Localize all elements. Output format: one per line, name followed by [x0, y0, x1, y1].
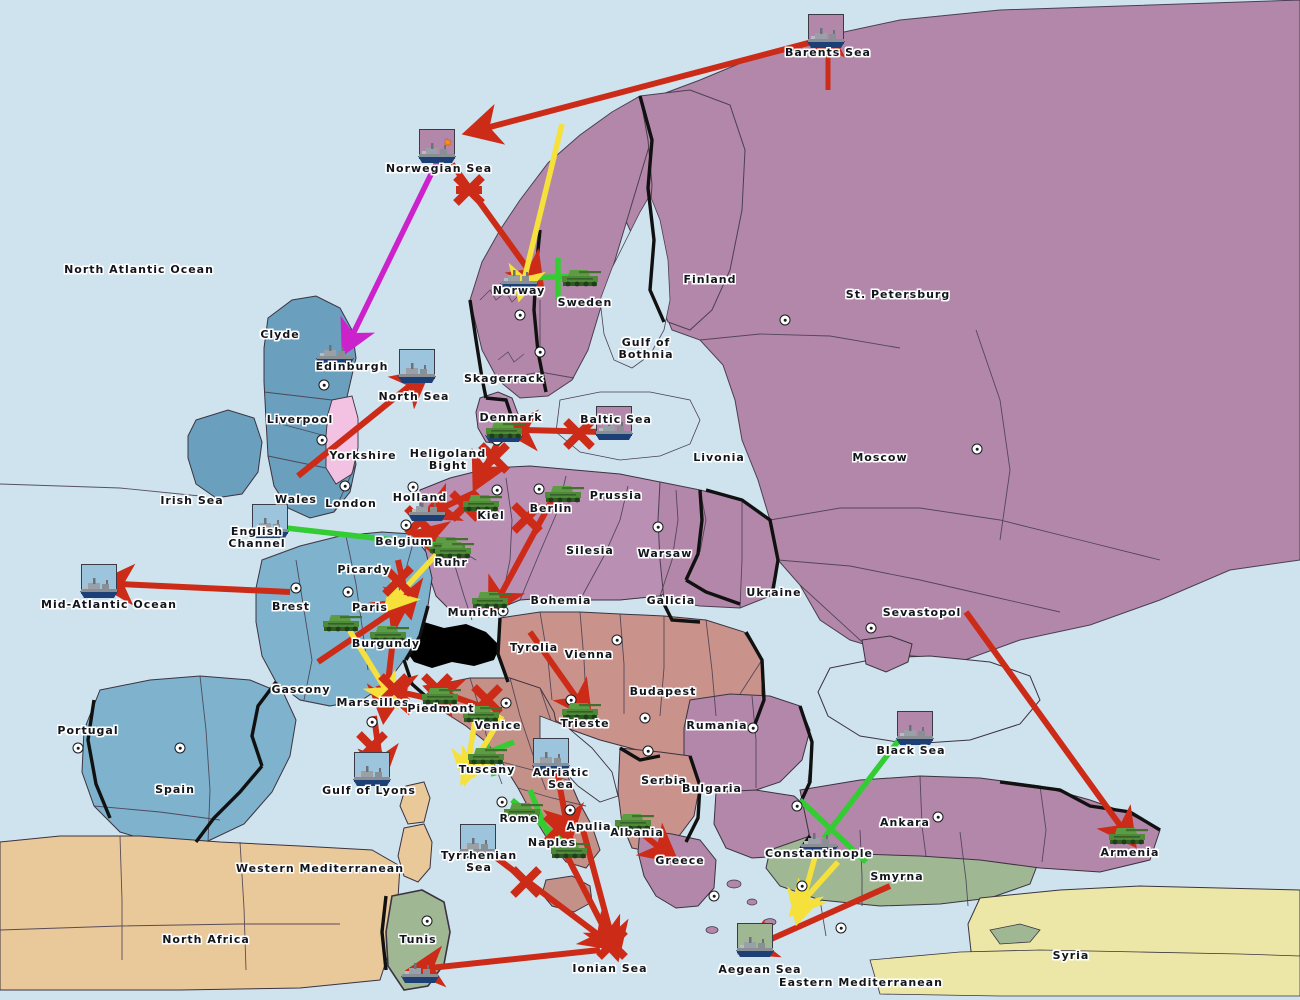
- supply-center-dot[interactable]: [534, 346, 546, 358]
- army-unit[interactable]: [318, 608, 364, 632]
- supply-center-dot[interactable]: [865, 622, 877, 634]
- supply-center-dot[interactable]: [318, 379, 330, 391]
- supply-center-dot[interactable]: [72, 742, 84, 754]
- fleet-unit[interactable]: [528, 751, 574, 775]
- supply-center-dot[interactable]: [835, 922, 847, 934]
- retreat-line: [340, 158, 441, 357]
- army-unit[interactable]: [481, 415, 527, 439]
- supply-center-dot[interactable]: [791, 800, 803, 812]
- fleet-unit[interactable]: [892, 724, 938, 748]
- supply-center-dot[interactable]: [491, 484, 503, 496]
- supply-center-dot[interactable]: [779, 314, 791, 326]
- army-unit[interactable]: [417, 681, 463, 705]
- supply-center-dot[interactable]: [642, 745, 654, 757]
- supply-center-dot[interactable]: [747, 722, 759, 734]
- army-unit[interactable]: [458, 699, 504, 723]
- fleet-unit[interactable]: [397, 962, 443, 986]
- supply-center-dot[interactable]: [708, 890, 720, 902]
- supply-center-dot[interactable]: [639, 712, 651, 724]
- fleet-unit[interactable]: [591, 419, 637, 443]
- supply-center-dot[interactable]: [342, 586, 354, 598]
- supply-center-dot[interactable]: [932, 811, 944, 823]
- army-unit[interactable]: [365, 619, 411, 643]
- fleet-unit[interactable]: [404, 500, 450, 524]
- supply-center-dot[interactable]: [564, 804, 576, 816]
- army-unit[interactable]: [463, 741, 509, 765]
- supply-center-dot[interactable]: [407, 481, 419, 493]
- supply-center-dot[interactable]: [611, 634, 623, 646]
- army-unit[interactable]: [557, 696, 603, 720]
- support-lines: [285, 258, 905, 865]
- supply-center-dot[interactable]: [514, 309, 526, 321]
- army-unit[interactable]: [546, 835, 592, 859]
- dislodged-explosion-icon: [443, 134, 462, 152]
- supply-center-dot[interactable]: [290, 582, 302, 594]
- supply-center-dot[interactable]: [796, 880, 808, 892]
- supply-center-dot[interactable]: [500, 697, 512, 709]
- fleet-unit[interactable]: [803, 27, 849, 51]
- supply-center-dot[interactable]: [421, 915, 433, 927]
- supply-center-dot[interactable]: [971, 443, 983, 455]
- supply-center-dot[interactable]: [400, 519, 412, 531]
- army-unit[interactable]: [1104, 821, 1150, 845]
- fleet-unit[interactable]: [455, 837, 501, 861]
- supply-center-dot[interactable]: [652, 521, 664, 533]
- army-unit[interactable]: [499, 796, 545, 820]
- convoy-lines: [345, 123, 841, 927]
- fleet-unit[interactable]: [394, 362, 440, 386]
- supply-center-dot[interactable]: [533, 483, 545, 495]
- fleet-unit[interactable]: [349, 765, 395, 789]
- army-unit[interactable]: [540, 479, 586, 503]
- army-unit[interactable]: [430, 535, 476, 559]
- fleet-unit[interactable]: [796, 832, 842, 856]
- supply-center-dot[interactable]: [339, 480, 351, 492]
- fleet-unit[interactable]: [312, 344, 358, 368]
- fleet-unit[interactable]: [247, 517, 293, 541]
- supply-center-dot[interactable]: [496, 796, 508, 808]
- army-unit[interactable]: [467, 585, 513, 609]
- supply-center-dot[interactable]: [174, 742, 186, 754]
- fleet-unit[interactable]: [76, 577, 122, 601]
- army-unit[interactable]: [458, 488, 504, 512]
- army-unit[interactable]: [610, 807, 656, 831]
- supply-center-dot[interactable]: [316, 434, 328, 446]
- fleet-unit[interactable]: [496, 269, 542, 293]
- supply-center-dot[interactable]: [366, 716, 378, 728]
- fleet-unit[interactable]: [732, 936, 778, 960]
- army-unit[interactable]: [557, 263, 603, 287]
